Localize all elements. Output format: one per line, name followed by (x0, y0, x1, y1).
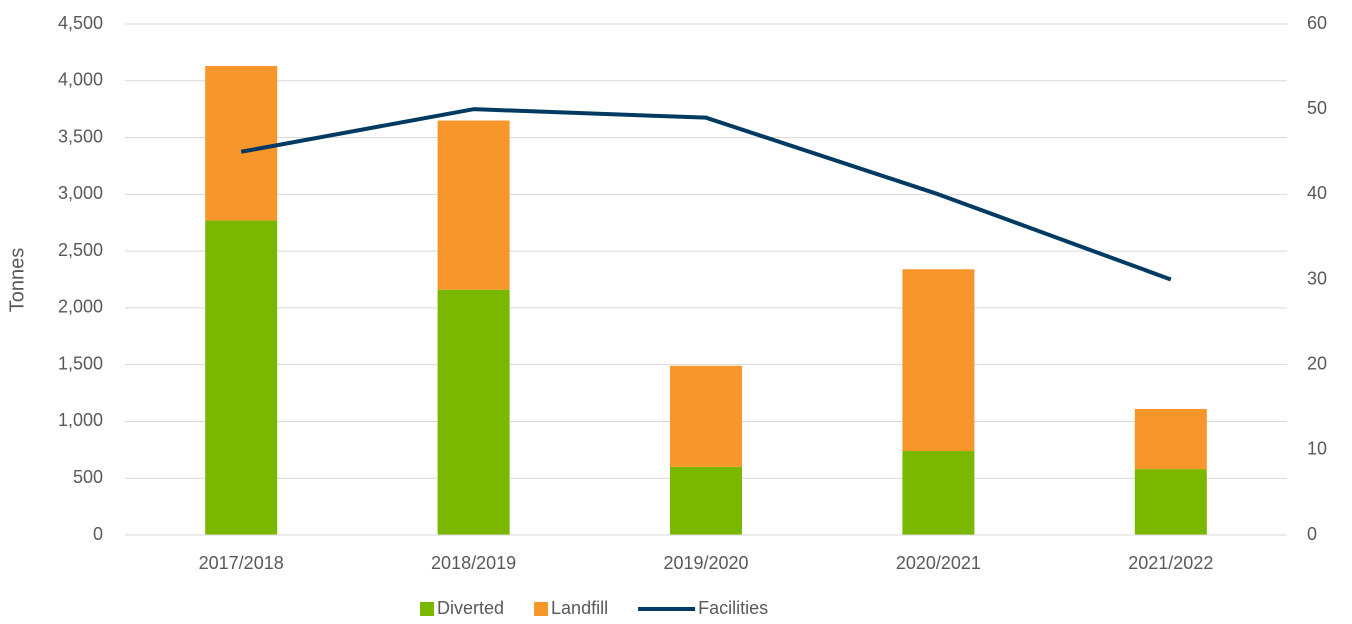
y-tick-label: 3,000 (58, 183, 103, 203)
legend-label: Diverted (437, 598, 504, 618)
line (240, 107, 1172, 282)
y-tick-label: 1,000 (58, 410, 103, 430)
y-axis-label: Tonnes (6, 248, 28, 313)
bar (670, 365, 742, 467)
y-tick-label: 2,000 (58, 297, 103, 317)
x-tick-label: 2020/2021 (896, 553, 981, 573)
x-tick-label: 2017/2018 (199, 553, 284, 573)
y2-tick-label: 50 (1307, 98, 1327, 118)
x-tick-label: 2019/2020 (663, 553, 748, 573)
y2-tick-label: 0 (1307, 524, 1317, 544)
y2-tick-label: 10 (1307, 439, 1327, 459)
y-tick-label: 3,500 (58, 126, 103, 146)
y-tick-label: 1,500 (58, 353, 103, 373)
legend-swatch (420, 602, 434, 616)
y-tick-label: 500 (73, 467, 103, 487)
legend-label: Facilities (698, 598, 768, 618)
y-tick-label: 2,500 (58, 240, 103, 260)
y-tick-label: 4,500 (58, 13, 103, 33)
x-tick-label: 2018/2019 (431, 553, 516, 573)
bar (437, 120, 510, 290)
bar (205, 220, 278, 535)
bar (437, 289, 510, 535)
legend-label: Landfill (551, 598, 608, 618)
y-tick-label: 4,000 (58, 70, 103, 90)
y2-tick-label: 40 (1307, 183, 1327, 203)
y2-tick-label: 20 (1307, 353, 1327, 373)
bar (670, 466, 742, 535)
bar (205, 66, 278, 221)
bar (1134, 469, 1207, 535)
y2-tick-label: 60 (1307, 13, 1327, 33)
x-tick-label: 2021/2022 (1128, 553, 1213, 573)
y-tick-label: 0 (93, 524, 103, 544)
bar (1134, 408, 1207, 470)
bar (902, 450, 975, 535)
bar (902, 269, 975, 451)
y2-tick-label: 30 (1307, 268, 1327, 288)
legend-swatch (534, 602, 549, 616)
